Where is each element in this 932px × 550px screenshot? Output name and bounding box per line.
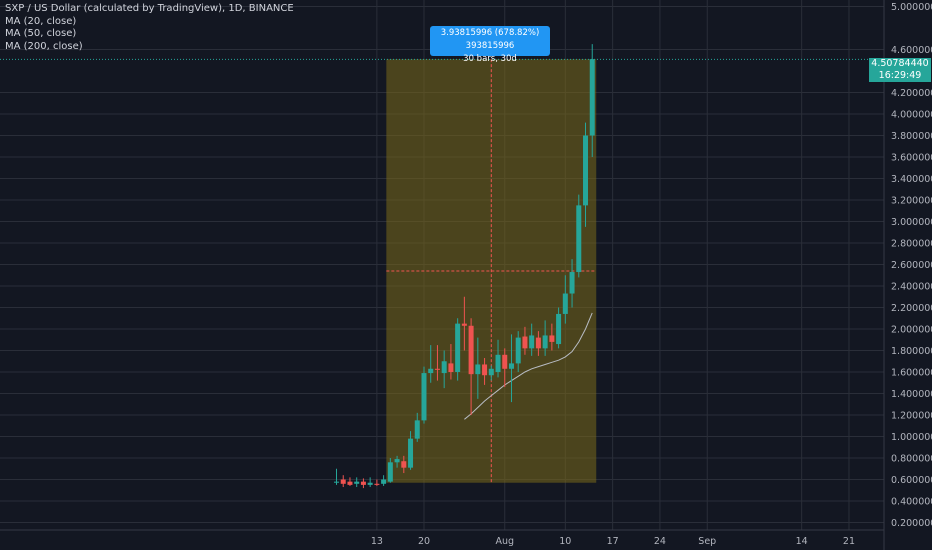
candle-body[interactable] [354,481,360,484]
legend-title: SXP / US Dollar (calculated by TradingVi… [5,3,294,14]
y-tick-label: 2.00000000 [891,325,932,336]
candle-body[interactable] [461,323,467,326]
y-tick-label: 4.20000000 [891,88,932,99]
candle-body[interactable] [401,461,407,468]
candle-body[interactable] [334,481,339,483]
y-tick-label: 1.00000000 [891,432,932,443]
candle-body[interactable] [508,363,514,369]
y-tick-label: 2.80000000 [891,239,932,250]
measure-change-text: 3.93815996 (678.82%) 393815996 [440,28,540,51]
candle-body[interactable] [340,479,346,484]
candle-body[interactable] [583,135,589,206]
candle-body[interactable] [455,323,461,372]
chart-legend: SXP / US Dollar (calculated by TradingVi… [5,3,294,53]
candle-body[interactable] [381,479,387,484]
candle-body[interactable] [408,438,414,468]
x-tick-label: 14 [796,536,808,547]
candle-body[interactable] [428,368,434,374]
candle-body[interactable] [556,313,562,345]
y-tick-label: 1.20000000 [891,411,932,422]
y-tick-label: 0.40000000 [891,497,932,508]
candle-body[interactable] [535,337,541,349]
x-tick-label: Sep [698,536,716,547]
y-tick-label: 3.20000000 [891,196,932,207]
y-tick-label: 3.00000000 [891,217,932,228]
candle-body[interactable] [414,420,420,439]
y-tick-label: 1.80000000 [891,346,932,357]
candle-body[interactable] [515,337,521,364]
measure-bars-text: 30 bars, 30d [463,54,517,64]
y-tick-label: 1.40000000 [891,389,932,400]
candle-body[interactable] [421,373,427,421]
legend-ma200[interactable]: MA (200, close) [5,40,83,52]
y-tick-label: 3.80000000 [891,131,932,142]
legend-ma50[interactable]: MA (50, close) [5,28,77,39]
candle-body[interactable] [468,325,474,375]
y-tick-label: 0.80000000 [891,454,932,465]
y-tick-label: 0.20000000 [891,518,932,529]
candle-body[interactable] [495,354,501,372]
candle-body[interactable] [522,336,528,349]
countdown-badge: 16:29:49 [869,70,931,82]
candle-body[interactable] [569,272,575,294]
candle-body[interactable] [589,59,595,136]
y-tick-label: 2.20000000 [891,303,932,314]
candle-body[interactable] [576,205,582,273]
candle-body[interactable] [347,481,353,485]
candle-body[interactable] [562,293,568,314]
candle-body[interactable] [434,368,440,370]
candle-body[interactable] [374,483,380,485]
candle-body[interactable] [482,364,488,376]
candle-body[interactable] [441,361,447,374]
candle-body[interactable] [387,462,393,482]
candle-body[interactable] [367,482,373,485]
y-tick-label: 0.60000000 [891,475,932,486]
ma20-line [464,312,593,420]
candle-body[interactable] [502,354,508,369]
x-tick-label: 24 [654,536,666,547]
x-tick-label: 13 [371,536,383,547]
candle-body[interactable] [475,364,481,375]
y-tick-label: 2.60000000 [891,260,932,271]
x-tick-label: 21 [843,536,855,547]
y-tick-label: 4.60000000 [891,45,932,56]
x-tick-label: 20 [418,536,430,547]
candle-body[interactable] [542,335,548,349]
candle-body[interactable] [529,335,535,349]
candle-body[interactable] [360,481,366,485]
y-tick-label: 2.40000000 [891,282,932,293]
candle-body[interactable] [394,459,400,463]
x-tick-label: 17 [607,536,619,547]
legend-ma20[interactable]: MA (20, close) [5,15,77,27]
y-tick-label: 5.00000000 [891,2,932,13]
y-tick-label: 4.00000000 [891,110,932,121]
x-tick-label: 10 [559,536,571,547]
measure-tooltip: 3.93815996 (678.82%) 393815996 30 bars, … [430,26,550,64]
y-tick-label: 3.60000000 [891,153,932,164]
last-price-badge: 4.50784440 [869,58,931,70]
x-tick-label: Aug [495,536,514,547]
candle-body[interactable] [448,363,454,372]
y-tick-label: 3.40000000 [891,174,932,185]
candle-body[interactable] [488,368,494,376]
y-tick-label: 1.60000000 [891,368,932,379]
candle-body[interactable] [549,335,555,342]
